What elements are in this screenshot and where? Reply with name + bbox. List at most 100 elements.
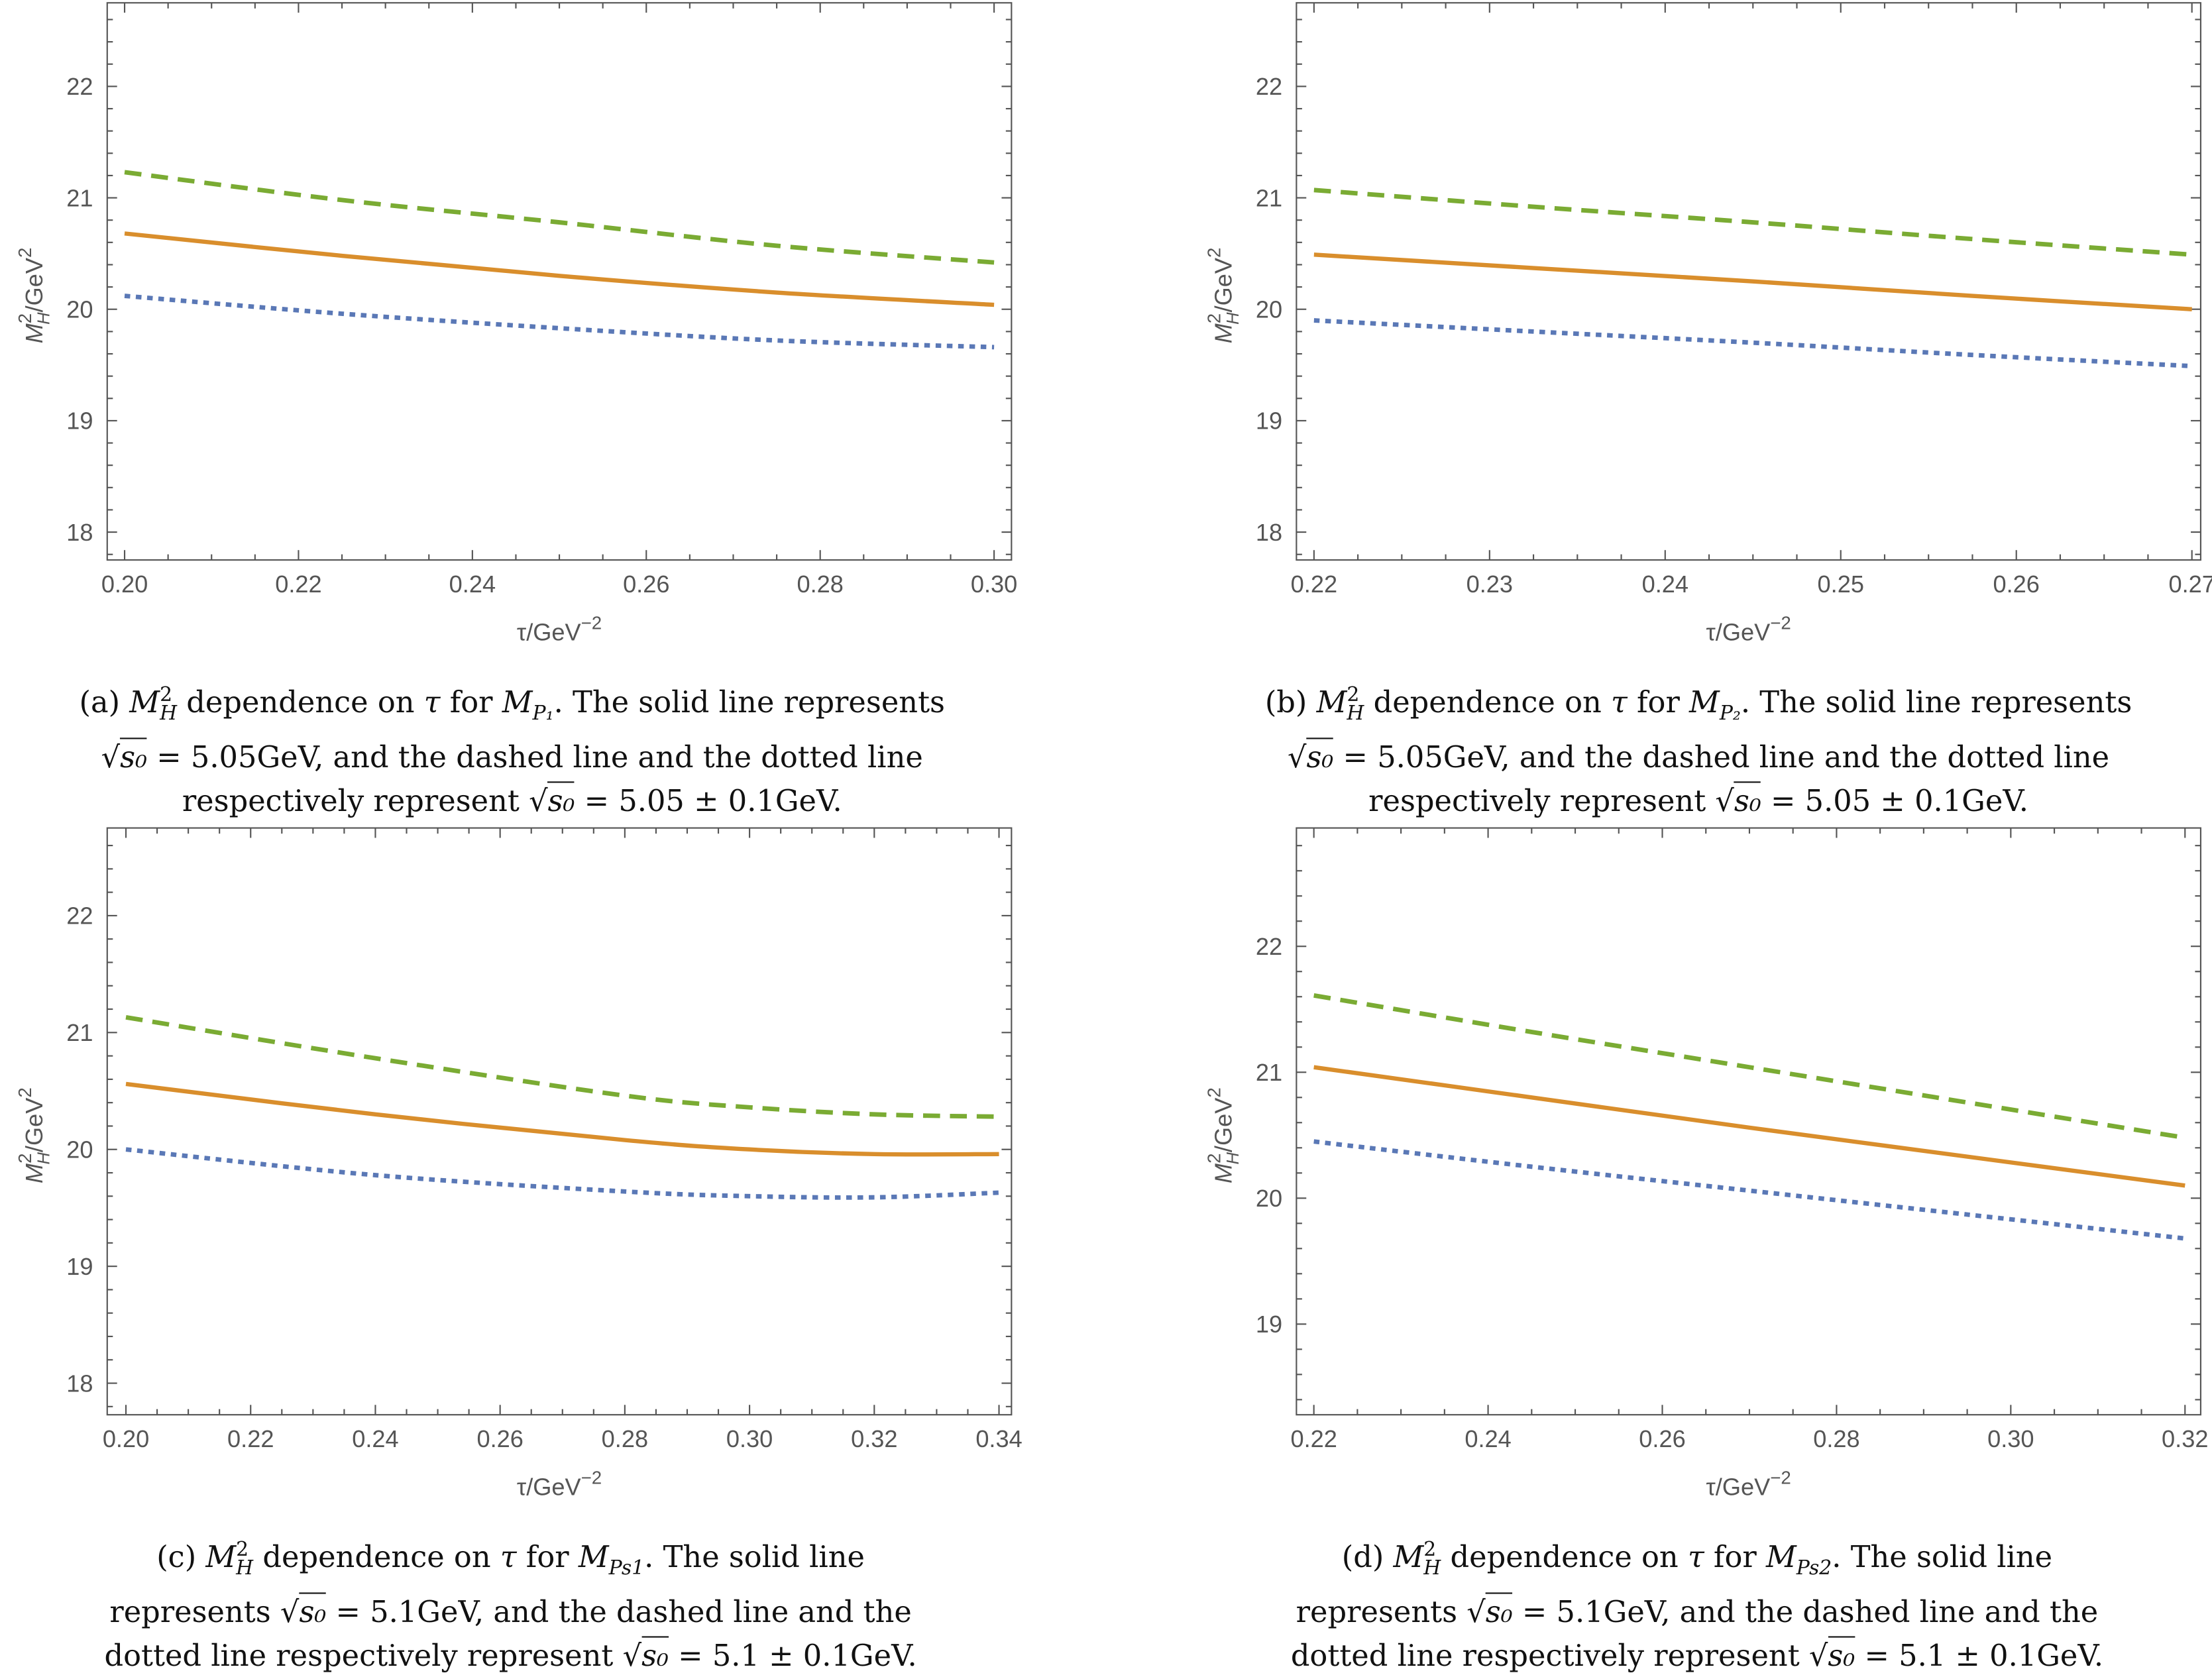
- caption-segment: respectively represent: [182, 785, 529, 819]
- plot-frame: [1296, 827, 2201, 1416]
- caption-segment: Ps1: [608, 1557, 645, 1580]
- caption-segment: for: [1627, 685, 1690, 720]
- caption-line: √s₀ = 5.05GeV, and the dashed line and t…: [0, 737, 1024, 781]
- caption-segment: . The solid line: [644, 1540, 865, 1574]
- y-tick-label: 22: [1256, 933, 1282, 960]
- caption-segment: τ: [1687, 1540, 1704, 1574]
- series-line-solid: [124, 231, 995, 307]
- caption-segment: (c): [156, 1540, 206, 1574]
- series-line-dotted: [1313, 1139, 2185, 1241]
- caption-segment: M: [1765, 1540, 1797, 1574]
- x-tick-label: 0.27: [2168, 570, 2211, 598]
- caption-segment: √: [1466, 1596, 1486, 1630]
- caption-segment: (b): [1264, 685, 1317, 720]
- caption-segment: dotted line respectively represent: [104, 1639, 623, 1674]
- x-axis-label: τ/GeV−2: [1706, 1467, 1791, 1500]
- y-axis-label: M2H/GeV2: [1203, 1087, 1243, 1183]
- x-tick-label: 0.26: [476, 1425, 523, 1452]
- x-tick-label: 0.30: [726, 1425, 773, 1452]
- caption-segment: = 5.1GeV, and the dashed line and the: [1512, 1596, 2099, 1630]
- caption-segment: represents: [109, 1596, 280, 1630]
- y-tick-label: 18: [1256, 519, 1282, 546]
- caption-segment: s₀: [1734, 781, 1761, 818]
- caption-segment: for: [440, 685, 502, 720]
- caption-line: √s₀ = 5.05GeV, and the dashed line and t…: [1185, 737, 2212, 781]
- caption-segment: √: [1715, 785, 1734, 819]
- x-tick-label: 0.32: [2162, 1425, 2208, 1452]
- caption-segment: = 5.05 ± 0.1GeV.: [1761, 785, 2029, 819]
- x-tick-label: 0.26: [1639, 1425, 1685, 1452]
- caption-segment: respectively represent: [1368, 785, 1716, 819]
- x-tick-label: 0.24: [449, 570, 496, 598]
- caption-segment: P₂: [1719, 702, 1741, 726]
- y-tick-label: 21: [1256, 184, 1282, 211]
- series-line-solid: [1313, 252, 2192, 311]
- chart-panel-d: 0.22 0.24 0.26 0.28 0.30 0.32 19 20 21 22 τ/GeV−2 M…: [1203, 827, 2208, 1501]
- caption-segment: √: [280, 1596, 300, 1630]
- caption-segment: √: [1808, 1639, 1828, 1674]
- x-tick-label: 0.22: [227, 1425, 274, 1452]
- x-tick-label: 0.25: [1818, 570, 1864, 598]
- caption-segment: = 5.1GeV, and the dashed line and the: [326, 1596, 912, 1630]
- caption-segment: = 5.05 ± 0.1GeV.: [575, 785, 842, 819]
- plot-frame: [1296, 2, 2201, 561]
- caption-line: represents √s₀ = 5.1GeV, and the dashed …: [0, 1592, 1021, 1635]
- series-line-dotted: [1313, 318, 2192, 368]
- series-line-dashed: [124, 170, 995, 265]
- caption-segment: s₀: [299, 1592, 327, 1630]
- series-line-dotted: [124, 294, 995, 350]
- caption-line: (c) M2H dependence on τ for MPs1. The so…: [156, 1539, 865, 1580]
- caption-line: represents √s₀ = 5.1GeV, and the dashed …: [1185, 1592, 2209, 1635]
- caption-segment: τ: [423, 685, 441, 720]
- x-tick-label: 0.20: [103, 1425, 149, 1452]
- y-tick-label: 20: [66, 296, 93, 323]
- caption-line: (d) M2H dependence on τ for MPs2. The so…: [1341, 1539, 2053, 1580]
- x-tick-label: 0.26: [1993, 570, 2040, 598]
- chart-panel-c: 0.20 0.22 0.24 0.26 0.28 0.30 0.32 0.34 18 19 20 21…: [15, 827, 1023, 1501]
- caption-segment: Ps2: [1796, 1557, 1832, 1580]
- caption-segment: (d): [1341, 1540, 1394, 1574]
- y-tick-label: 21: [1256, 1059, 1282, 1086]
- caption-segment: dotted line respectively represent: [1290, 1639, 1809, 1674]
- caption-line: (a) M2H dependence on τ for MP₁. The sol…: [79, 684, 945, 726]
- caption-segment: s₀: [1828, 1636, 1855, 1674]
- caption-segment: H: [1347, 702, 1364, 726]
- caption-line: dotted line respectively represent √s₀ =…: [1185, 1635, 2209, 1679]
- caption-segment: √: [1287, 741, 1307, 775]
- caption-d: (d) M2H dependence on τ for MPs2. The so…: [1185, 1529, 2209, 1679]
- caption-segment: P₁: [532, 702, 554, 726]
- plot-frame: [106, 827, 1013, 1416]
- caption-segment: dependence on: [1364, 685, 1612, 720]
- caption-segment: = 5.05GeV, and the dashed line and the d…: [147, 741, 923, 775]
- x-tick-label: 0.34: [975, 1425, 1022, 1452]
- x-tick-label: 0.24: [1642, 570, 1688, 598]
- y-axis-label: M2H/GeV2: [15, 248, 54, 344]
- y-tick-label: 20: [1256, 1185, 1282, 1212]
- series-line-dashed: [1313, 188, 2192, 257]
- x-tick-label: 0.28: [797, 570, 843, 598]
- caption-segment: (a): [79, 685, 130, 720]
- y-tick-label: 22: [66, 902, 93, 930]
- y-tick-label: 19: [1256, 407, 1282, 435]
- caption-segment: H: [160, 702, 178, 726]
- x-tick-label: 0.28: [602, 1425, 648, 1452]
- x-axis-label: τ/GeV−2: [517, 612, 602, 645]
- series-line-solid: [125, 1081, 999, 1157]
- x-tick-label: 0.30: [1987, 1425, 2034, 1452]
- caption-segment: dependence on: [177, 685, 424, 720]
- caption-segment: √: [622, 1639, 642, 1674]
- x-tick-label: 0.22: [275, 570, 321, 598]
- caption-segment: represents: [1296, 1596, 1467, 1630]
- y-tick-label: 21: [66, 184, 93, 211]
- caption-line: respectively represent √s₀ = 5.05 ± 0.1G…: [1185, 781, 2212, 824]
- caption-line: dotted line respectively represent √s₀ =…: [0, 1635, 1021, 1679]
- caption-segment: M: [502, 685, 533, 720]
- caption-segment: dependence on: [253, 1540, 500, 1574]
- y-axis-label: M2H/GeV2: [15, 1087, 54, 1183]
- y-tick-label: 20: [66, 1136, 93, 1164]
- caption-segment: τ: [500, 1540, 517, 1574]
- caption-segment: M: [1316, 685, 1347, 720]
- caption-segment: M: [1393, 1540, 1424, 1574]
- caption-segment: = 5.1 ± 0.1GeV.: [1855, 1639, 2104, 1674]
